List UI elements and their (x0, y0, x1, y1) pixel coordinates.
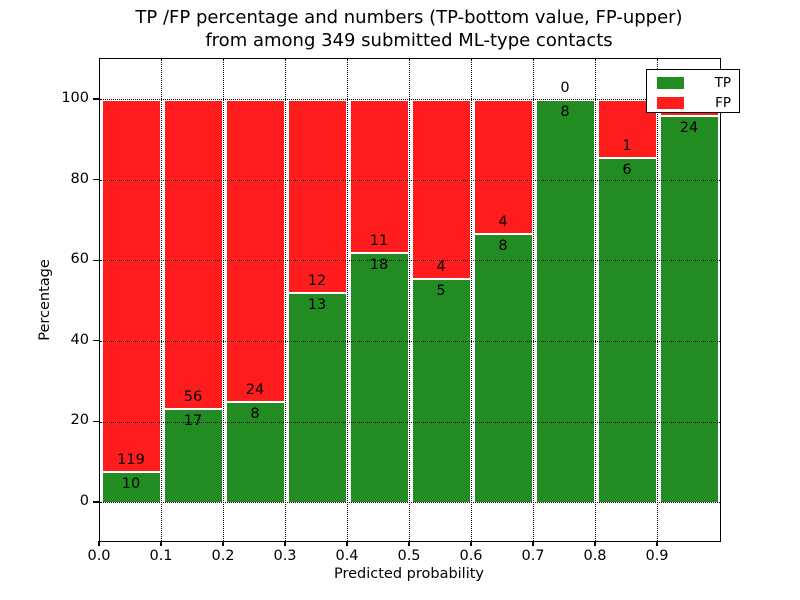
legend-label-tp: TP (714, 74, 731, 91)
bar-segment-tp (659, 116, 719, 503)
bar-segment-tp (473, 234, 533, 503)
tp-count-label: 10 (121, 475, 141, 492)
bar-segment-tp (101, 471, 161, 503)
fp-count-label: 4 (436, 259, 446, 276)
tp-count-label: 8 (498, 238, 508, 255)
y-gridline (100, 179, 720, 181)
y-tick (93, 259, 99, 261)
x-tick-label: 0.8 (583, 548, 607, 564)
bar-segment-fp (225, 100, 285, 403)
tp-count-label: 17 (183, 413, 203, 430)
fp-count-label: 0 (560, 80, 570, 96)
bar-segment-fp (411, 100, 471, 280)
y-gridline (100, 341, 720, 342)
x-gridline (161, 59, 163, 541)
x-tick-label: 0.9 (645, 548, 669, 564)
legend-entry-fp: FP (657, 93, 731, 112)
y-tick (93, 340, 99, 342)
x-tick (346, 541, 348, 546)
y-gridline (100, 260, 720, 262)
x-axis-label: Predicted probability (333, 566, 485, 582)
x-gridline (657, 59, 659, 541)
y-tick (93, 501, 99, 503)
y-gridline (100, 421, 720, 423)
x-tick-label: 0.1 (149, 548, 173, 564)
tp-color-swatch (657, 76, 684, 89)
y-tick-label: 40 (70, 331, 89, 348)
y-tick-label: 60 (70, 251, 89, 268)
bar-segment-fp (287, 100, 347, 294)
legend-entry-tp: TP (657, 73, 731, 92)
chart-title-line-2: from among 349 submitted ML-type contact… (205, 30, 613, 51)
bar-segment-fp (101, 100, 161, 472)
x-gridline (533, 59, 535, 541)
fp-count-label: 11 (369, 232, 389, 249)
x-gridline (471, 59, 473, 541)
bar-segment-tp (163, 409, 223, 503)
x-tick-label: 0.3 (273, 548, 297, 564)
bar-segment-tp (349, 252, 409, 503)
x-tick (594, 541, 596, 546)
x-tick-label: 0.6 (459, 548, 483, 564)
legend-label-fp: FP (715, 94, 731, 111)
tp-count-label: 8 (250, 406, 260, 423)
x-tick (470, 541, 472, 546)
bar-segment-tp (535, 100, 595, 503)
x-gridline (409, 59, 411, 541)
x-tick (284, 541, 286, 546)
tp-count-label: 5 (436, 283, 446, 300)
y-tick (93, 179, 99, 181)
y-gridline (100, 502, 720, 504)
x-tick-label: 0.4 (335, 548, 359, 564)
x-tick-label: 0.7 (521, 548, 545, 564)
fp-count-label: 119 (117, 451, 145, 468)
x-gridline (347, 59, 349, 541)
x-gridline (223, 59, 225, 541)
fp-count-label: 4 (498, 214, 508, 231)
x-tick (532, 541, 534, 546)
fp-count-label: 56 (183, 389, 203, 406)
y-gridline (100, 99, 720, 101)
tp-count-label: 13 (307, 297, 327, 314)
x-tick-label: 0.0 (87, 548, 111, 564)
chart-title-line-1: TP /FP percentage and numbers (TP-bottom… (135, 7, 683, 28)
bar-segment-fp (349, 100, 409, 253)
bar-segment-tp (287, 293, 347, 503)
tp-count-label: 24 (679, 120, 699, 137)
y-tick (93, 420, 99, 423)
bar-segment-tp (411, 279, 471, 503)
bar-segment-fp (473, 100, 533, 235)
x-tick-label: 0.5 (397, 548, 421, 564)
x-gridline (285, 59, 287, 541)
bar-segment-tp (597, 157, 657, 503)
legend: TP FP (646, 69, 740, 113)
tp-count-label: 8 (560, 104, 570, 120)
plot-area: TP FP 1191056172481213111845480816124 (99, 58, 740, 542)
x-tick (160, 541, 162, 546)
tp-count-label: 6 (622, 161, 632, 178)
fp-count-label: 1 (622, 137, 632, 154)
bar-segment-fp (163, 100, 223, 410)
x-gridline (595, 59, 597, 541)
y-tick (93, 98, 99, 100)
y-tick-label: 20 (70, 412, 89, 429)
tp-count-label: 18 (369, 256, 389, 273)
y-tick-label: 80 (70, 170, 89, 187)
fp-color-swatch (657, 96, 684, 109)
x-tick (98, 541, 100, 546)
y-tick-label: 0 (79, 493, 89, 509)
x-tick (222, 541, 224, 546)
x-tick (408, 541, 410, 546)
y-axis-label: Percentage (37, 259, 53, 341)
y-tick-label: 100 (61, 90, 89, 106)
x-tick-label: 0.2 (211, 548, 235, 564)
x-tick (656, 541, 658, 546)
fp-count-label: 12 (307, 273, 327, 290)
fp-count-label: 24 (245, 382, 265, 399)
